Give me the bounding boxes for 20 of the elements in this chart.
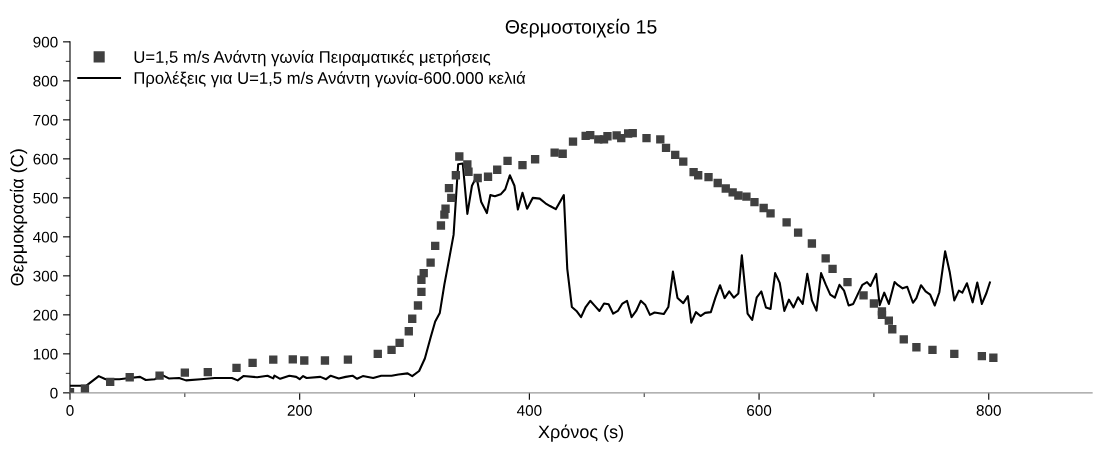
y-tick-label: 200	[33, 309, 58, 321]
x-tick-label: 400	[516, 405, 542, 416]
y-tick-label: 0	[50, 387, 58, 399]
x-tick-label: 600	[747, 405, 772, 416]
y-tick-label: 500	[33, 192, 58, 204]
y-tick-label: 100	[33, 348, 58, 360]
legend-label: Προλέξεις για U=1,5 m/s Ανάντη γωνία-600.000 κελιά	[134, 71, 526, 88]
chart-title: Θερμοστοιχείο 15	[505, 18, 657, 38]
y-tick-label: 900	[33, 36, 58, 48]
x-tick-label: 0	[66, 405, 74, 416]
y-axis-title: Θερμοκρασία (C)	[9, 149, 28, 286]
y-tick-label: 800	[33, 75, 58, 87]
y-tick-label: 400	[33, 231, 58, 243]
y-tick-label: 300	[33, 270, 58, 282]
legend-label: U=1,5 m/s Ανάντη γωνία Πειραματικές μετρήσεις	[134, 50, 491, 67]
y-tick-label: 600	[33, 153, 58, 165]
x-axis-title: Χρόνος (s)	[538, 424, 624, 442]
x-tick-label: 200	[287, 405, 312, 416]
x-tick-label: 800	[976, 405, 1001, 416]
y-tick-label: 700	[33, 114, 58, 126]
